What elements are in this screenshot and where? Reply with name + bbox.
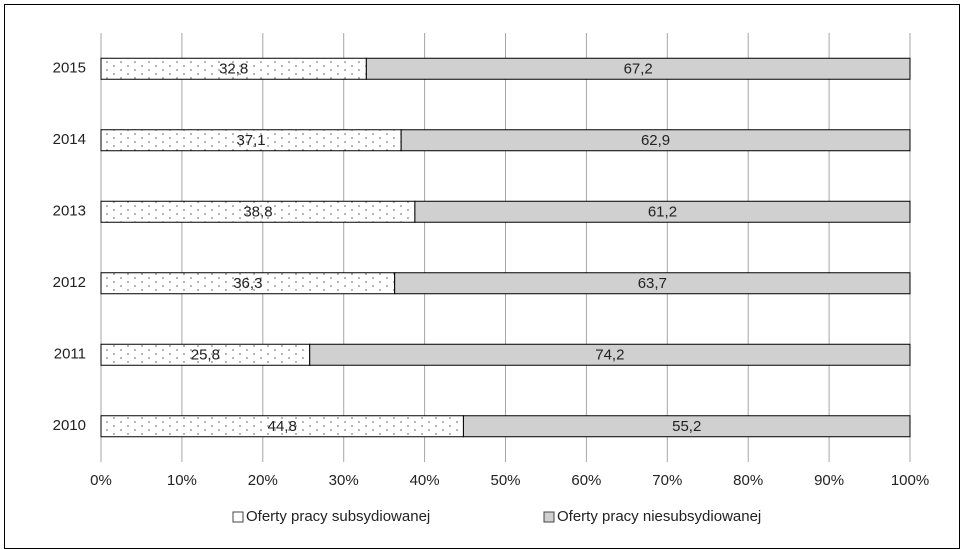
bar-segment <box>365 57 911 80</box>
stacked-bar-chart: 32,8 67,2 37,1 62,9 38,8 61,2 36,3 63,7 25,8 74,2… <box>53 33 930 525</box>
axes: 0% 10% 20% 30% 40% 50% 60% 70% 80% 90% 100% 2015 201… <box>53 60 930 489</box>
y-tick-label: 2010 <box>53 417 86 434</box>
data-label: 61,2 <box>648 204 677 221</box>
data-label: 32,8 <box>219 61 248 78</box>
bar-segment <box>309 343 911 366</box>
x-tick-label: 60% <box>571 472 601 489</box>
legend-label: Oferty pracy niesubsydiowanej <box>557 508 761 525</box>
data-label: 36,3 <box>233 275 262 292</box>
x-tick-label: 100% <box>891 472 929 489</box>
y-tick-label: 2011 <box>54 346 86 363</box>
bars <box>100 57 911 438</box>
legend-swatch <box>232 511 244 523</box>
data-label: 44,8 <box>268 418 297 435</box>
x-tick-label: 40% <box>410 472 440 489</box>
x-tick-label: 20% <box>248 472 278 489</box>
x-tick-label: 80% <box>733 472 763 489</box>
x-tick-label: 90% <box>814 472 844 489</box>
data-label: 62,9 <box>641 132 670 149</box>
data-label: 67,2 <box>624 61 653 78</box>
legend-swatch <box>543 511 555 523</box>
bar-segment <box>414 200 911 223</box>
x-tick-label: 70% <box>652 472 682 489</box>
x-tick-label: 10% <box>167 472 197 489</box>
x-tick-label: 0% <box>90 472 112 489</box>
gridlines <box>100 33 911 462</box>
y-tick-label: 2013 <box>53 203 86 220</box>
y-tick-label: 2012 <box>53 274 86 291</box>
data-labels: 32,8 67,2 37,1 62,9 38,8 61,2 36,3 63,7 25,8 74,2… <box>191 61 702 436</box>
data-label: 37,1 <box>236 132 265 149</box>
data-label: 38,8 <box>243 204 272 221</box>
legend: Oferty pracy subsydiowanej Oferty pracy n… <box>232 508 761 525</box>
data-label: 25,8 <box>191 347 220 364</box>
data-label: 74,2 <box>595 347 624 364</box>
legend-label: Oferty pracy subsydiowanej <box>246 508 430 525</box>
y-tick-label: 2014 <box>53 131 86 148</box>
bar-segment <box>394 272 911 295</box>
bar-segment <box>462 415 911 438</box>
y-tick-label: 2015 <box>53 60 86 77</box>
data-label: 55,2 <box>672 418 701 435</box>
x-tick-label: 30% <box>329 472 359 489</box>
bar-segment <box>400 129 911 152</box>
x-tick-label: 50% <box>490 472 520 489</box>
data-label: 63,7 <box>638 275 667 292</box>
